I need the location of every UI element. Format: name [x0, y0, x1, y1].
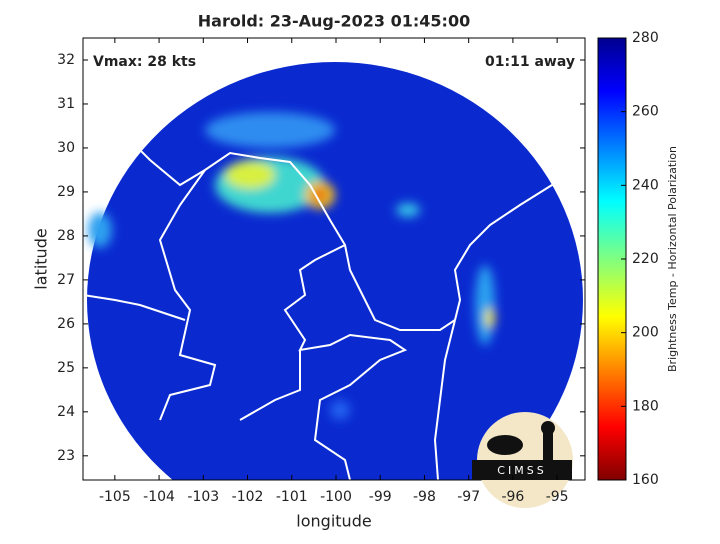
x-tick-label: -100	[320, 489, 352, 505]
vmax-label: Vmax: 28 kts	[93, 54, 196, 70]
y-tick-label: 31	[57, 96, 75, 112]
cimss-logo: CIMSS	[472, 412, 573, 508]
y-tick-label: 30	[57, 140, 75, 156]
x-tick-label: -102	[232, 489, 264, 505]
swath	[83, 62, 583, 480]
x-tick-label: -104	[143, 489, 175, 505]
colorbar-label: Brightness Temp - Horizontal Polarizatio…	[666, 146, 679, 372]
logo-text: CIMSS	[497, 464, 546, 477]
y-axis-label: latitude	[32, 228, 51, 289]
y-tick-label: 29	[57, 184, 75, 200]
x-tick-label: -98	[413, 489, 436, 505]
y-tick-label: 27	[57, 272, 75, 288]
y-tick-label: 32	[57, 52, 75, 68]
x-tick-label: -105	[99, 489, 131, 505]
y-tick-label: 28	[57, 228, 75, 244]
colorbar-tick-label: 220	[632, 251, 659, 267]
colorbar-tick-label: 240	[632, 177, 659, 193]
y-tick-label: 26	[57, 316, 75, 332]
colorbar-tick-label: 260	[632, 104, 659, 120]
x-tick-label: -97	[457, 489, 480, 505]
x-tick-label: -101	[276, 489, 308, 505]
plot-frame	[82, 37, 586, 481]
colorbar-tick-label: 180	[632, 398, 659, 414]
x-axis-label: longitude	[296, 512, 371, 531]
colorbar-tick-label: 160	[632, 472, 659, 488]
colorbar-tick-label: 200	[632, 325, 659, 341]
colorbar-tick-label: 280	[632, 30, 659, 46]
x-tick-label: -95	[546, 489, 569, 505]
y-tick-label: 24	[57, 404, 75, 420]
time-label: 01:11 away	[485, 54, 575, 70]
title: Harold: 23-Aug-2023 01:45:00	[198, 12, 470, 31]
x-tick-label: -103	[187, 489, 219, 505]
x-tick-label: -96	[501, 489, 524, 505]
borders	[83, 94, 581, 480]
x-tick-label: -99	[369, 489, 392, 505]
y-tick-label: 23	[57, 448, 75, 464]
y-tick-label: 25	[57, 360, 75, 376]
